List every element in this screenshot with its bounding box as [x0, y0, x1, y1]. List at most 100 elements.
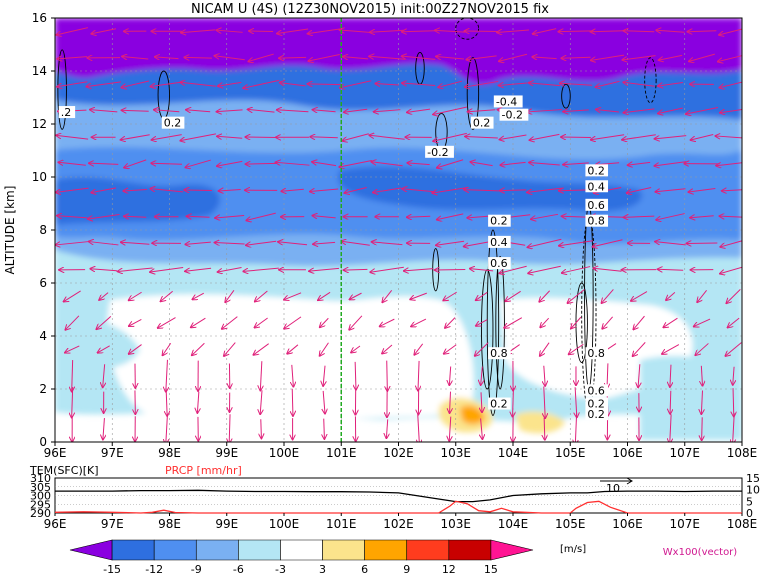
wind-vector-arrow — [89, 242, 119, 246]
wind-vector-arrow — [343, 57, 369, 59]
wind-vector-arrow — [351, 345, 361, 353]
wind-vector-arrow — [163, 342, 172, 355]
wind-vector-arrow — [622, 55, 656, 60]
wind-vector-arrow — [697, 290, 707, 302]
wind-vector-arrow — [255, 317, 268, 328]
wind-vector-arrow — [437, 213, 464, 220]
contour-line — [57, 49, 67, 130]
wind-vector-arrow — [151, 81, 183, 86]
wind-vector-arrow — [450, 391, 451, 413]
wind-vector-arrow — [386, 419, 387, 438]
wind-vector-arrow — [278, 242, 308, 245]
wind-vector-arrow — [340, 30, 372, 32]
wind-vector-arrow — [670, 364, 671, 387]
wind-vector-arrow — [98, 345, 110, 353]
wind-vector-arrow — [402, 189, 435, 193]
main-y-axis: 0 2 4 6 8 10 12 14 16 — [32, 11, 55, 449]
wind-vector-arrow — [465, 137, 498, 138]
wind-vector-arrow — [540, 342, 550, 356]
colorbar-level-label: 12 — [442, 563, 456, 575]
wind-vector-arrow — [218, 81, 242, 86]
wind-vector-arrow — [728, 317, 740, 327]
wind-vector-arrow — [571, 316, 582, 328]
wind-vector-arrow — [402, 56, 436, 60]
wind-vector-arrow — [287, 344, 299, 354]
wind-vector-arrow — [243, 267, 279, 271]
wind-vector-arrow — [464, 190, 500, 191]
wind-vectors — [55, 27, 742, 442]
wind-vector-arrow — [432, 186, 468, 193]
wind-vector-arrow — [726, 289, 741, 303]
wind-vector-arrow — [349, 315, 363, 330]
wind-vector-arrow — [382, 344, 393, 353]
wind-vector-arrow — [279, 57, 307, 58]
wind-vector-arrow — [659, 54, 683, 60]
wind-vector-arrow — [529, 162, 560, 165]
x-tick-label: 101E — [326, 446, 357, 460]
wind-vector-arrow — [187, 216, 210, 217]
main-x-axis: 96E 97E 98E 99E 100E 101E 102E 103E 104E 105E 106E… — [44, 442, 757, 460]
wind-vector-arrow — [118, 267, 153, 271]
contour-label-box — [58, 106, 76, 119]
wind-vector-arrow — [500, 190, 527, 191]
left-tick-label: 300 — [30, 490, 51, 503]
wind-vector-arrow — [569, 343, 584, 354]
wind-vector-arrow — [90, 110, 118, 112]
wind-vector-arrow — [369, 56, 405, 60]
contour-label: -0.2 — [427, 146, 448, 159]
wind-vector-arrow — [532, 57, 557, 59]
wind-vector-arrow — [531, 213, 559, 219]
wind-vector-arrow — [313, 110, 336, 112]
wind-vector-arrow — [715, 136, 742, 139]
wind-vector-arrow — [387, 360, 388, 391]
left-tick-label: 290 — [30, 507, 51, 520]
wind-vector-arrow — [308, 54, 340, 61]
contour-label-box — [488, 235, 511, 248]
wind-vector-arrow — [225, 289, 235, 302]
colorbar-swatch — [364, 539, 408, 561]
ts-x-tick-label: 98E — [158, 517, 181, 531]
contour-label-box — [585, 180, 609, 193]
wind-vector-arrow — [260, 361, 261, 390]
contour-label-box — [585, 397, 609, 410]
wind-vector-arrow — [499, 53, 528, 61]
x-tick-label: 100E — [269, 446, 300, 460]
ts-x-tick-label: 96E — [44, 517, 67, 531]
contour-label-box — [488, 397, 511, 410]
contour-label-box — [488, 347, 511, 360]
wind-vector-arrow — [654, 161, 687, 166]
wind-vector-arrow — [591, 54, 625, 60]
wind-vector-arrow — [623, 108, 655, 113]
colorbar-level-label: -12 — [145, 563, 163, 575]
wind-vector-arrow — [56, 27, 89, 35]
wind-vector-arrow — [725, 342, 742, 356]
wind-vector-arrow — [355, 361, 356, 390]
y-tick-label: 12 — [32, 117, 47, 131]
wind-vector-arrow — [310, 137, 338, 138]
wind-vector-arrow — [243, 79, 280, 88]
wind-vector-arrow — [481, 418, 483, 439]
wind-vector-arrow — [339, 160, 372, 167]
contour-label-box — [470, 116, 494, 129]
wind-vector-arrow — [444, 344, 457, 354]
y-tick-label: 0 — [39, 435, 47, 449]
wind-vector-arrow — [418, 412, 420, 442]
wind-vector-arrow — [341, 241, 370, 246]
wind-vector-arrow — [185, 242, 211, 244]
wind-vector-arrow — [476, 319, 488, 326]
wind-vector-arrow — [663, 317, 678, 327]
wind-vector-arrow — [559, 31, 594, 32]
colorbar-swatch — [238, 539, 281, 561]
colorbar-swatch — [448, 539, 492, 561]
wind-vector-arrow — [701, 390, 702, 414]
wind-vector-arrow — [129, 319, 142, 326]
wind-vector-arrow — [246, 212, 276, 220]
contour-label: 0.8 — [490, 347, 508, 360]
wind-vector-arrow — [373, 187, 402, 192]
surface-timeseries-panel: TEM(SFC)[K] PRCP [mm/hr] 10 310305300295… — [29, 464, 760, 531]
timeseries-grid — [55, 486, 742, 505]
contour-label: 0.4 — [587, 180, 605, 193]
wind-vector-arrow — [124, 159, 147, 168]
ts-x-tick-label: 97E — [101, 517, 124, 531]
